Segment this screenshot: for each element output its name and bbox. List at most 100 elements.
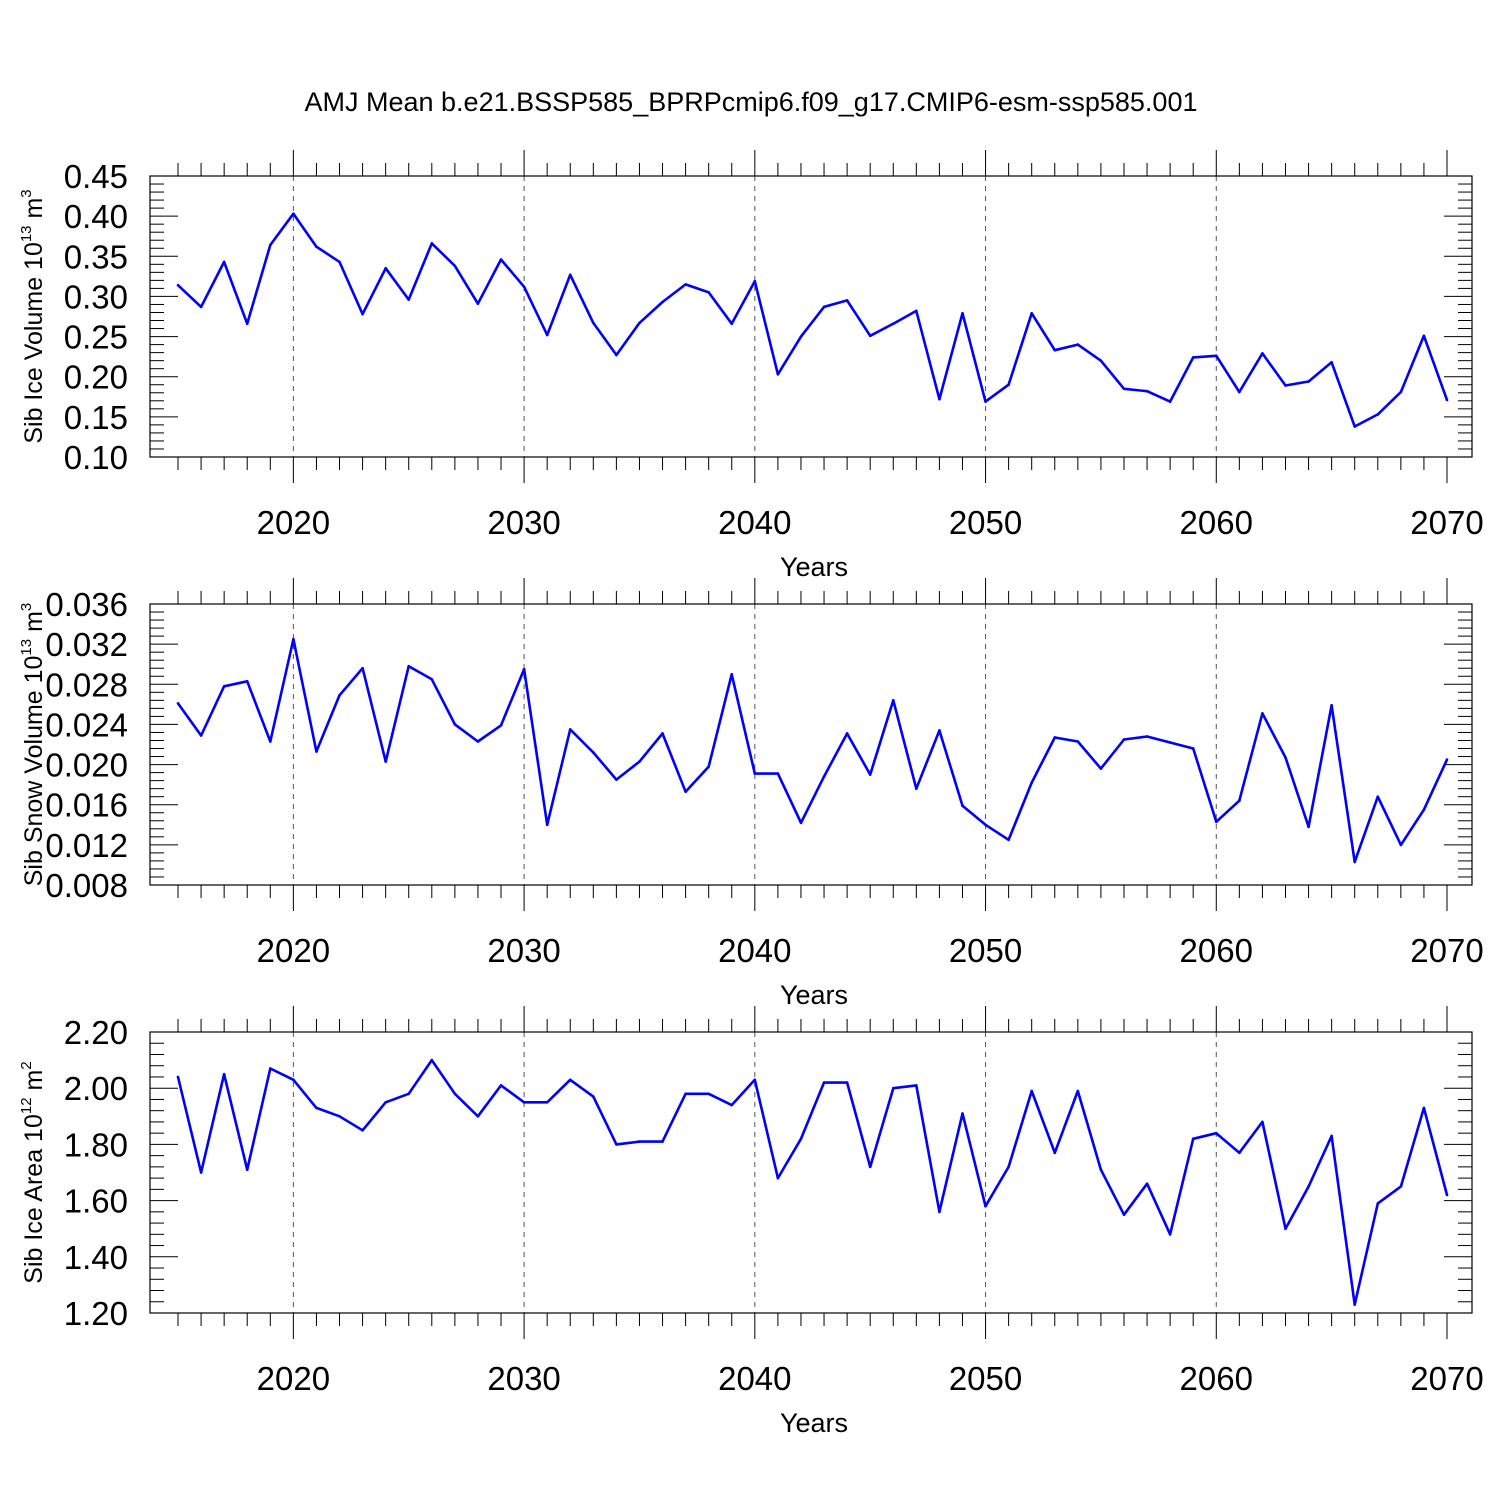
- data-point: [1330, 704, 1333, 707]
- x-tick-label: 2040: [718, 932, 791, 969]
- data-point: [799, 335, 803, 338]
- data-point: [1030, 781, 1033, 784]
- data-point: [615, 1143, 618, 1146]
- data-point: [176, 1075, 180, 1079]
- data-point: [476, 302, 480, 305]
- data-point: [822, 1081, 826, 1084]
- data-point: [453, 723, 457, 726]
- data-point: [592, 751, 595, 754]
- data-point: [1445, 758, 1449, 761]
- data-point: [1422, 808, 1426, 812]
- data-point: [1145, 735, 1149, 738]
- data-point: [361, 312, 364, 316]
- x-tick-label: 2070: [1410, 1360, 1483, 1397]
- data-point: [292, 1078, 295, 1082]
- data-point: [384, 267, 387, 270]
- data-point: [1399, 390, 1403, 394]
- data-point: [245, 322, 249, 326]
- data-point: [1261, 1120, 1264, 1124]
- data-point: [684, 283, 687, 286]
- data-point: [1053, 736, 1057, 739]
- data-point: [1376, 413, 1380, 416]
- data-point: [1399, 1185, 1403, 1188]
- data-point: [984, 400, 987, 403]
- data-point: [199, 734, 203, 737]
- data-point: [1353, 860, 1357, 864]
- data-point: [1284, 756, 1287, 759]
- data-point: [730, 322, 734, 326]
- y-tick-label: 1.60: [64, 1183, 128, 1220]
- y-tick-label: 1.80: [64, 1126, 128, 1163]
- data-point: [361, 1129, 364, 1132]
- data-point: [592, 1095, 595, 1098]
- data-point: [845, 299, 849, 302]
- data-point: [1030, 1089, 1033, 1093]
- data-point: [661, 300, 664, 304]
- data-point: [1399, 843, 1403, 847]
- data-point: [868, 773, 872, 776]
- series-line: [176, 637, 1449, 864]
- data-point: [1076, 1089, 1080, 1093]
- data-point: [984, 1204, 987, 1208]
- y-tick-label: 0.012: [45, 827, 128, 864]
- data-point: [1376, 795, 1380, 798]
- data-point: [430, 242, 434, 245]
- x-tick-label: 2030: [487, 932, 560, 969]
- x-tick-label: 2050: [949, 1360, 1022, 1397]
- data-point: [1007, 383, 1010, 387]
- data-point: [384, 760, 387, 763]
- data-point: [661, 732, 664, 735]
- y-tick-label: 0.032: [45, 626, 128, 663]
- data-point: [1145, 389, 1149, 393]
- data-point: [1445, 1193, 1449, 1197]
- y-tick-label: 0.25: [64, 319, 128, 356]
- chart-panel-3: 2020 2030 2040 2050 2060 2070 Years 1.20 1.40 1.6…: [18, 1006, 1484, 1438]
- data-point: [476, 740, 480, 743]
- data-point: [615, 353, 618, 357]
- data-point: [1445, 398, 1449, 402]
- series-line: [177, 212, 1449, 428]
- data-point: [799, 1137, 803, 1141]
- data-point: [638, 321, 641, 325]
- data-point: [199, 1171, 203, 1174]
- data-point: [545, 333, 549, 337]
- data-point: [707, 291, 710, 294]
- data-point: [776, 772, 780, 775]
- data-point: [1168, 741, 1172, 744]
- y-tick-label: 0.35: [64, 238, 128, 275]
- data-point: [1030, 311, 1033, 315]
- data-point: [845, 732, 849, 735]
- data-point: [245, 1168, 249, 1171]
- data-point: [545, 1100, 549, 1104]
- data-point: [1307, 380, 1310, 383]
- data-point: [1214, 820, 1218, 824]
- data-point: [1007, 838, 1010, 842]
- data-point: [1284, 1227, 1287, 1230]
- data-point: [1307, 825, 1310, 829]
- data-point: [1214, 1131, 1218, 1135]
- x-tick-label: 2030: [487, 504, 560, 541]
- x-tick-label: 2030: [487, 1360, 560, 1397]
- y-tick-label: 1.40: [64, 1239, 128, 1276]
- data-point: [753, 1078, 757, 1082]
- data-point: [592, 321, 595, 325]
- data-point: [1238, 799, 1241, 802]
- data-point: [292, 637, 295, 641]
- x-tick-label: 2050: [949, 932, 1022, 969]
- data-point: [961, 1112, 964, 1115]
- x-tick-label: 2070: [1410, 932, 1483, 969]
- data-point: [1376, 1202, 1380, 1205]
- plot-frame: [149, 1031, 1473, 1314]
- x-axis-label: Years: [780, 980, 848, 1010]
- data-point: [661, 1140, 664, 1143]
- data-point: [222, 684, 226, 688]
- y-tick-label: 1.20: [64, 1295, 128, 1332]
- data-point: [1353, 1303, 1357, 1306]
- data-point: [776, 373, 780, 376]
- data-point: [1191, 747, 1195, 750]
- y-tick-label: 0.45: [64, 158, 128, 195]
- data-point: [1238, 1151, 1241, 1155]
- y-tick-label: 0.40: [64, 198, 128, 235]
- data-point: [453, 1092, 457, 1096]
